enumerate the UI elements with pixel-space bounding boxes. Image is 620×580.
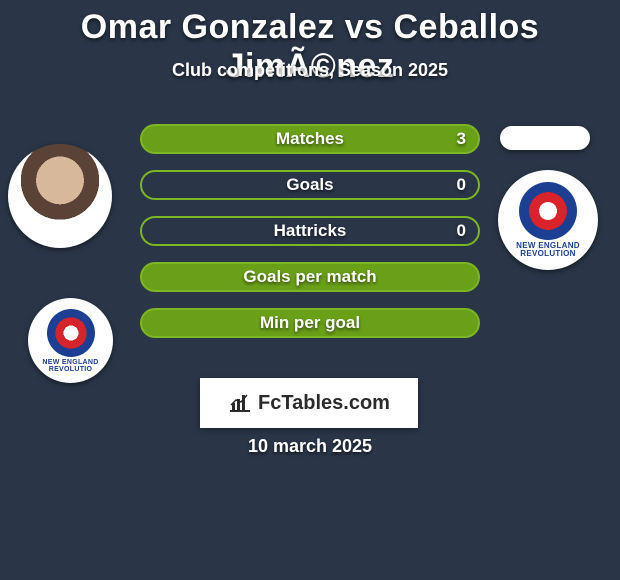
stat-bar-matches: Matches 3 — [140, 124, 480, 154]
stat-bars: Matches 3 Goals 0 Hattricks 0 Goals per match M… — [140, 124, 480, 354]
stat-label: Goals per match — [243, 267, 376, 287]
stat-value-right: 0 — [457, 175, 466, 195]
stat-value-right: 3 — [457, 129, 466, 149]
comparison-card: Omar Gonzalez vs Ceballos JimÃ©nez Club … — [0, 0, 620, 580]
club-right-badge: NEW ENGLANDREVOLUTION — [498, 170, 598, 270]
club-right-name: NEW ENGLANDREVOLUTION — [516, 242, 580, 258]
date-label: 10 march 2025 — [0, 436, 620, 457]
club-right-flag-icon — [519, 182, 577, 240]
stat-bar-goals-per-match: Goals per match — [140, 262, 480, 292]
player-left-avatar — [8, 144, 112, 248]
stat-label: Goals — [286, 175, 333, 195]
club-left-badge: NEW ENGLANDREVOLUTIO — [28, 298, 113, 383]
page-subtitle: Club competitions, Season 2025 — [0, 60, 620, 81]
source-logo-text: FcTables.com — [258, 392, 390, 415]
club-left-name: NEW ENGLANDREVOLUTIO — [42, 359, 98, 373]
club-left-flag-icon — [47, 309, 95, 357]
stat-bar-goals: Goals 0 — [140, 170, 480, 200]
bar-chart-icon — [228, 393, 252, 413]
player-right-avatar — [500, 126, 590, 150]
stat-label: Hattricks — [274, 221, 347, 241]
stat-label: Min per goal — [260, 313, 360, 333]
stat-value-right: 0 — [457, 221, 466, 241]
stat-label: Matches — [276, 129, 344, 149]
stat-bar-hattricks: Hattricks 0 — [140, 216, 480, 246]
source-logo: FcTables.com — [200, 378, 418, 428]
stat-bar-min-per-goal: Min per goal — [140, 308, 480, 338]
